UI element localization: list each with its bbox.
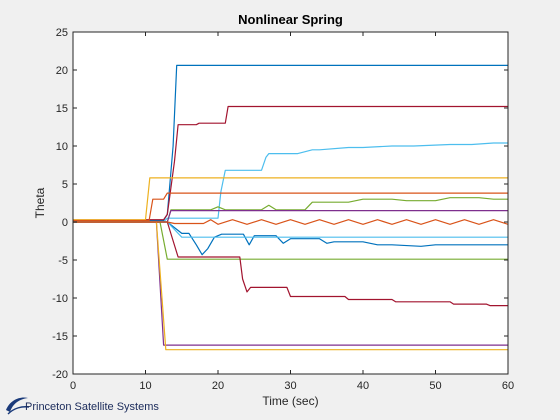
y-tick-label: 10 xyxy=(56,141,68,153)
x-tick-label: 0 xyxy=(70,380,76,392)
company-logo: Princeton Satellite Systems xyxy=(4,392,174,418)
x-tick-label: 50 xyxy=(429,380,441,392)
y-axis-label: Theta xyxy=(33,187,47,218)
x-tick-label: 30 xyxy=(284,380,296,392)
y-tick-label: 25 xyxy=(56,27,68,39)
y-tick-label: -20 xyxy=(52,369,68,381)
plot-area xyxy=(73,32,508,374)
y-tick-label: -15 xyxy=(52,331,68,343)
x-tick-label: 40 xyxy=(357,380,369,392)
logo-text: Princeton Satellite Systems xyxy=(25,401,159,413)
y-tick-label: -5 xyxy=(58,255,68,267)
x-axis-label: Time (sec) xyxy=(262,394,318,408)
chart-title: Nonlinear Spring xyxy=(238,12,343,27)
y-tick-label: 20 xyxy=(56,65,68,77)
y-tick-label: 5 xyxy=(62,179,68,191)
y-tick-label: 15 xyxy=(56,103,68,115)
x-tick-label: 20 xyxy=(212,380,224,392)
x-tick-label: 10 xyxy=(139,380,151,392)
y-tick-label: 0 xyxy=(62,217,68,229)
y-tick-label: -10 xyxy=(52,293,68,305)
x-tick-label: 60 xyxy=(502,380,514,392)
